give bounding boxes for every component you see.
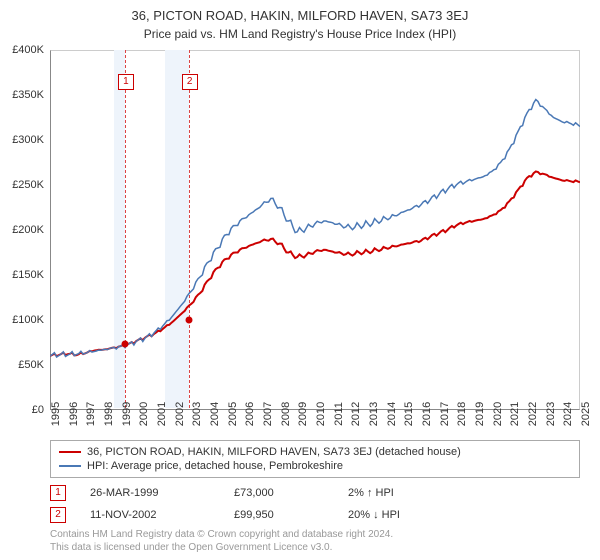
x-axis-label: 2023	[545, 402, 557, 426]
legend-label: 36, PICTON ROAD, HAKIN, MILFORD HAVEN, S…	[87, 446, 461, 458]
x-axis-label: 2010	[315, 402, 327, 426]
legend: 36, PICTON ROAD, HAKIN, MILFORD HAVEN, S…	[50, 440, 580, 478]
x-axis-label: 2002	[174, 402, 186, 426]
event-price: £73,000	[234, 487, 324, 499]
event-date: 26-MAR-1999	[90, 487, 210, 499]
chart-area: £0£50K£100K£150K£200K£250K£300K£350K£400…	[50, 50, 580, 410]
x-axis-label: 2003	[191, 402, 203, 426]
event-row: 1 26-MAR-1999 £73,000 2% ↑ HPI	[50, 482, 580, 504]
y-axis-label: £200K	[12, 224, 44, 236]
x-axis-label: 1998	[103, 402, 115, 426]
events-table: 1 26-MAR-1999 £73,000 2% ↑ HPI 2 11-NOV-2002 £…	[50, 482, 580, 526]
y-axis-label: £150K	[12, 269, 44, 281]
x-axis-label: 2012	[350, 402, 362, 426]
event-marker: 2	[182, 74, 198, 90]
y-axis-label: £400K	[12, 44, 44, 56]
x-axis-label: 2014	[386, 402, 398, 426]
series-price_paid	[50, 172, 580, 357]
footer-line-1: Contains HM Land Registry data © Crown c…	[50, 528, 580, 541]
event-date: 11-NOV-2002	[90, 509, 210, 521]
x-axis-label: 1999	[121, 402, 133, 426]
price-paid-dot	[121, 341, 128, 348]
x-axis-label: 2001	[156, 402, 168, 426]
x-axis-label: 2000	[138, 402, 150, 426]
x-axis-label: 2019	[474, 402, 486, 426]
x-axis-label: 2006	[244, 402, 256, 426]
event-delta: 20% ↓ HPI	[348, 509, 458, 521]
legend-swatch	[59, 451, 81, 453]
y-axis-label: £0	[32, 404, 44, 416]
x-axis-label: 1996	[68, 402, 80, 426]
x-axis-label: 2005	[227, 402, 239, 426]
plot-svg	[50, 50, 580, 410]
x-axis-label: 2004	[209, 402, 221, 426]
x-axis-label: 2017	[439, 402, 451, 426]
x-axis-label: 2013	[368, 402, 380, 426]
event-price: £99,950	[234, 509, 324, 521]
chart-title: 36, PICTON ROAD, HAKIN, MILFORD HAVEN, S…	[0, 0, 600, 23]
chart-subtitle: Price paid vs. HM Land Registry's House …	[0, 23, 600, 47]
x-axis-label: 2007	[262, 402, 274, 426]
x-axis-label: 1997	[85, 402, 97, 426]
x-axis-label: 2021	[509, 402, 521, 426]
price-paid-dot	[185, 317, 192, 324]
x-axis-label: 2024	[562, 402, 574, 426]
x-axis-label: 2016	[421, 402, 433, 426]
event-marker: 1	[50, 485, 66, 501]
x-axis-label: 2011	[333, 402, 345, 426]
x-axis-label: 2025	[580, 402, 592, 426]
y-axis-label: £100K	[12, 314, 44, 326]
y-axis-label: £50K	[18, 359, 44, 371]
x-axis-label: 2009	[297, 402, 309, 426]
x-axis-label: 1995	[50, 402, 62, 426]
legend-swatch	[59, 465, 81, 467]
footer-attribution: Contains HM Land Registry data © Crown c…	[50, 528, 580, 554]
x-axis-label: 2015	[403, 402, 415, 426]
event-marker: 2	[50, 507, 66, 523]
series-hpi	[50, 100, 580, 358]
y-axis-label: £250K	[12, 179, 44, 191]
event-row: 2 11-NOV-2002 £99,950 20% ↓ HPI	[50, 504, 580, 526]
x-axis-label: 2022	[527, 402, 539, 426]
event-marker: 1	[118, 74, 134, 90]
footer-line-2: This data is licensed under the Open Gov…	[50, 541, 580, 554]
legend-label: HPI: Average price, detached house, Pemb…	[87, 460, 343, 472]
legend-row: HPI: Average price, detached house, Pemb…	[59, 459, 571, 473]
x-axis-label: 2020	[492, 402, 504, 426]
y-axis-label: £300K	[12, 134, 44, 146]
chart-container: 36, PICTON ROAD, HAKIN, MILFORD HAVEN, S…	[0, 0, 600, 560]
event-delta: 2% ↑ HPI	[348, 487, 458, 499]
x-axis-label: 2008	[280, 402, 292, 426]
legend-row: 36, PICTON ROAD, HAKIN, MILFORD HAVEN, S…	[59, 445, 571, 459]
y-axis-label: £350K	[12, 89, 44, 101]
x-axis-label: 2018	[456, 402, 468, 426]
